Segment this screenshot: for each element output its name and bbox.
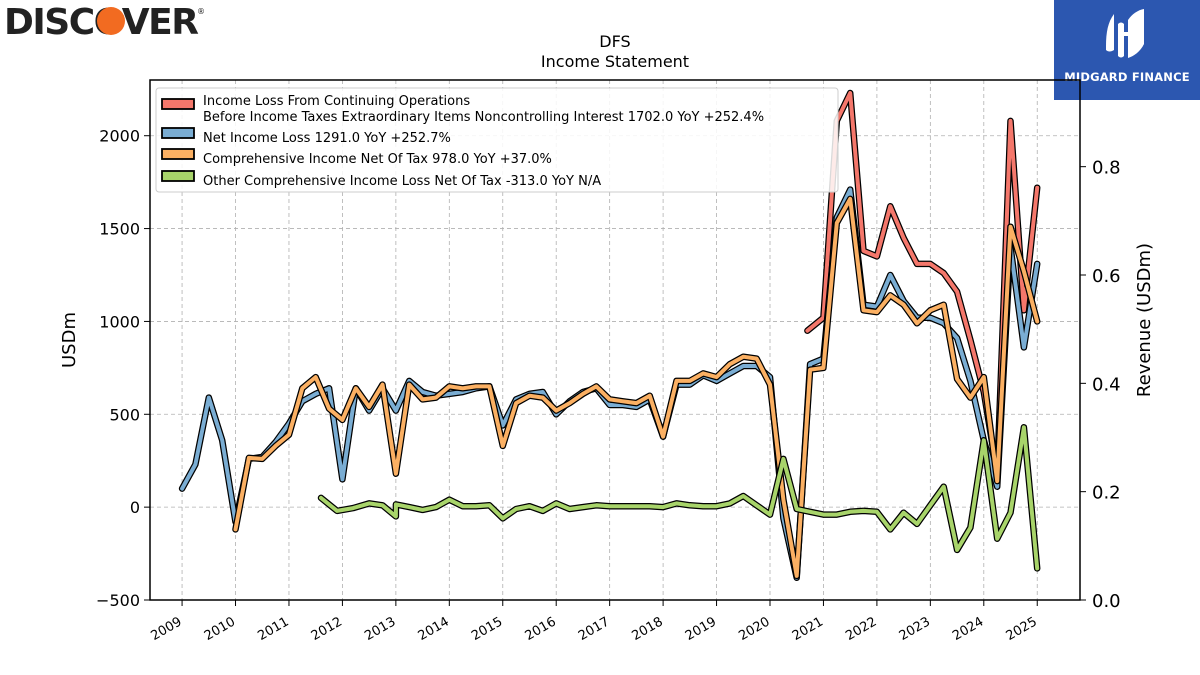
legend-swatch-2 (161, 148, 195, 160)
legend-box (155, 87, 839, 193)
x-tick-label: 2017 (576, 614, 612, 644)
y-tick-label: −500 (96, 591, 140, 610)
x-tick-label: 2009 (148, 614, 184, 644)
legend-label-1: Net Income Loss 1291.0 YoY +252.7% (203, 131, 451, 146)
x-tick-label: 2011 (255, 614, 291, 644)
discover-orange-dot (97, 7, 125, 35)
y-tick-label: 500 (109, 405, 140, 424)
legend-label-line: Comprehensive Income Net Of Tax 978.0 Yo… (203, 152, 552, 167)
legend-label-3: Other Comprehensive Income Loss Net Of T… (203, 174, 601, 189)
x-tick-label: 2010 (202, 614, 238, 644)
plot-frame (149, 79, 1081, 601)
series-layer (178, 89, 1041, 581)
legend-label-0: Income Loss From Continuing Operations Be… (203, 94, 764, 125)
x-tick-label: 2021 (790, 614, 826, 644)
y-axis-label: USDm (59, 312, 80, 368)
midgard-finance-logo: MIDGARD FINANCE (1054, 0, 1200, 100)
y2-axis-label: Revenue (USDm) (1134, 243, 1155, 397)
y-tick-label: 0 (130, 498, 140, 517)
x-tick-label: 2024 (950, 614, 986, 644)
y-tick-label: 1500 (99, 220, 140, 239)
y2-tick-label: 0.2 (1092, 483, 1121, 504)
y-tick-label: 2000 (99, 127, 140, 146)
legend-label-line: Net Income Loss 1291.0 YoY +252.7% (203, 131, 451, 146)
discover-logo: DISCOVER ® (4, 0, 205, 43)
chart-subtitle: Income Statement (541, 52, 689, 71)
series-3-line (319, 425, 1040, 571)
y-tick-label: 1000 (99, 312, 140, 331)
x-tick-label: 2015 (469, 614, 505, 644)
legend-swatch-0 (161, 98, 195, 110)
x-tick-label: 2014 (416, 614, 452, 644)
x-tick-label: 2023 (897, 614, 933, 644)
y2-tick-label: 0.6 (1092, 266, 1121, 287)
legend-swatch-1 (161, 127, 195, 139)
midgard-emblem-icon (1106, 9, 1144, 58)
x-tick-label: 2022 (843, 614, 879, 644)
legend-swatch-3 (161, 170, 195, 182)
x-tick-label: 2019 (683, 614, 719, 644)
y2-tick-label: 0.4 (1092, 374, 1121, 395)
x-tick-label: 2025 (1004, 614, 1040, 644)
x-tick-label: 2012 (309, 614, 345, 644)
legend-label-line: Before Income Taxes Extraordinary Items … (203, 110, 764, 125)
x-tick-label: 2020 (736, 614, 772, 644)
series-2-line (233, 196, 1040, 578)
legend-label-line: Income Loss From Continuing Operations (203, 94, 470, 109)
x-tick-label: 2013 (362, 614, 398, 644)
legend: Income Loss From Continuing Operations Be… (155, 87, 839, 193)
chart-title: DFS (599, 32, 630, 51)
axes: 2009 2010 2011 2012 2013 2014 2015 2016 2017 2018… (96, 127, 1121, 644)
y2-tick-label: 0.8 (1092, 158, 1121, 179)
legend-label-line: Other Comprehensive Income Loss Net Of T… (203, 174, 601, 189)
x-tick-label: 2016 (523, 614, 559, 644)
series-3-outline (317, 424, 1041, 572)
registered-mark: ® (197, 7, 204, 16)
legend-label-2: Comprehensive Income Net Of Tax 978.0 Yo… (203, 152, 552, 167)
midgard-finance-wordmark: MIDGARD FINANCE (1064, 70, 1190, 84)
x-tick-label: 2018 (629, 614, 665, 644)
y2-tick-label: 0.0 (1092, 591, 1121, 612)
